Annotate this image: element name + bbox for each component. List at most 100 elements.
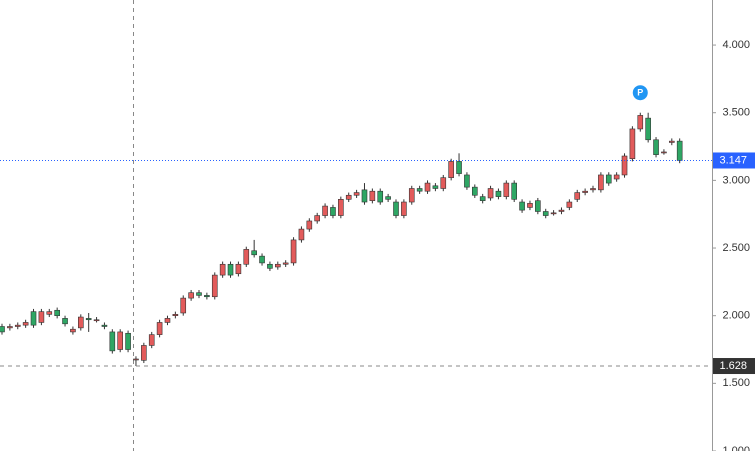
candle-body xyxy=(259,255,265,264)
candle-body xyxy=(621,155,628,176)
candle-body xyxy=(590,188,596,191)
candle-body xyxy=(653,139,659,155)
candle-body xyxy=(267,263,273,269)
candle-body xyxy=(243,249,250,265)
candle-body xyxy=(605,174,612,184)
candle-body xyxy=(62,318,68,325)
candle-body xyxy=(164,318,171,323)
candle-body xyxy=(125,332,131,350)
candle-body xyxy=(227,263,234,276)
y-tick-label: 4.000 xyxy=(722,39,750,51)
candle-body xyxy=(448,161,454,178)
candle-body xyxy=(46,311,53,315)
candle-body xyxy=(148,334,155,346)
candle-body xyxy=(109,331,116,352)
candle-body xyxy=(668,140,675,143)
candle-body xyxy=(282,262,289,265)
candle-body xyxy=(251,250,257,256)
candle-body xyxy=(645,117,651,141)
candle-body xyxy=(235,263,242,275)
candle-body xyxy=(432,185,439,189)
candle-body xyxy=(196,292,202,296)
candle-body xyxy=(408,188,415,203)
candle-body xyxy=(464,174,470,188)
candle-body xyxy=(133,358,139,361)
candle-body xyxy=(377,190,384,203)
candle-body xyxy=(676,140,683,161)
candle-body xyxy=(7,326,13,329)
candle-body xyxy=(535,200,541,212)
candle-body xyxy=(566,201,573,208)
y-tick-label: 3.500 xyxy=(722,107,750,119)
candle-body xyxy=(54,309,60,316)
candle-body xyxy=(117,331,123,350)
candle-body xyxy=(0,326,5,333)
candle-body xyxy=(613,174,620,180)
y-tick-label: 3.000 xyxy=(722,174,750,186)
candle-body xyxy=(456,161,462,174)
marker-label: P xyxy=(637,88,643,98)
candle-body xyxy=(204,295,210,298)
candle-body xyxy=(487,188,494,199)
last-price-label: 3.147 xyxy=(719,154,747,166)
candle-body xyxy=(440,177,447,189)
y-tick-label: 2.500 xyxy=(722,242,750,254)
candle-body xyxy=(527,203,533,208)
crosshair-price-label: 1.628 xyxy=(719,360,747,372)
candle-body xyxy=(141,345,147,361)
candle-body xyxy=(424,182,431,192)
last-price-box xyxy=(713,152,755,169)
candle-body xyxy=(274,263,281,268)
candle-body xyxy=(345,194,352,200)
candle-body xyxy=(598,174,604,191)
candle-body xyxy=(550,212,557,215)
candle-body xyxy=(558,209,565,212)
candle-body xyxy=(101,324,108,327)
candle-body xyxy=(519,201,525,211)
candle-body xyxy=(369,190,376,201)
candle-body xyxy=(180,297,187,314)
candle-body xyxy=(661,151,667,154)
candle-body xyxy=(30,311,37,326)
candle-body xyxy=(38,311,45,323)
candle-body xyxy=(314,215,321,222)
y-tick-label: 2.000 xyxy=(722,310,750,322)
candle-body xyxy=(14,324,21,327)
candle-body xyxy=(85,318,92,321)
candle-body xyxy=(511,182,518,200)
candle-body xyxy=(582,190,588,193)
crosshair-price-box xyxy=(713,358,755,375)
y-tick-label: 1.500 xyxy=(722,377,750,389)
candle-body xyxy=(188,292,194,299)
candle-body xyxy=(93,319,100,322)
candle-body xyxy=(70,328,76,333)
candle-body xyxy=(629,128,636,160)
candle-body xyxy=(637,115,644,130)
candle-body xyxy=(156,322,163,335)
candle-body xyxy=(385,196,391,200)
candle-body xyxy=(78,316,84,329)
candle-body xyxy=(479,196,486,201)
candle-body xyxy=(322,205,328,216)
marker-badge xyxy=(632,85,648,101)
candle-body xyxy=(172,314,179,316)
candle-body xyxy=(290,239,297,264)
candle-body xyxy=(495,190,502,197)
candle-body xyxy=(361,189,368,203)
candle-body xyxy=(503,182,510,197)
candle-body xyxy=(574,192,581,200)
candle-body xyxy=(219,263,226,276)
y-tick-label: 1.000 xyxy=(722,445,750,451)
candle-body xyxy=(298,228,305,241)
candle-body xyxy=(306,220,313,230)
candle-body xyxy=(22,322,29,326)
candle-body xyxy=(471,186,478,196)
candle-body xyxy=(338,199,344,216)
candle-body xyxy=(542,211,549,216)
candle-body xyxy=(330,207,336,216)
candle-body xyxy=(416,188,423,192)
candle-body xyxy=(353,192,360,196)
candle-body xyxy=(401,201,407,216)
